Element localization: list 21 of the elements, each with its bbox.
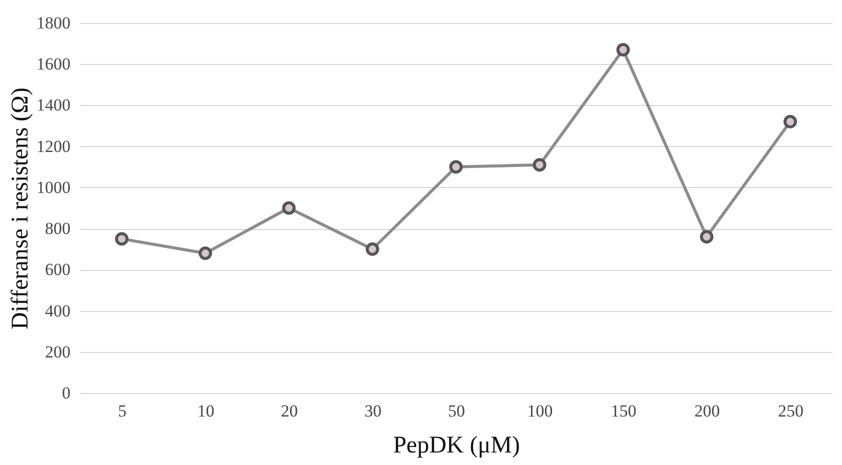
x-axis-title: PepDK (μM) (393, 432, 520, 458)
y-tick-label: 1000 (36, 178, 70, 197)
y-tick-label: 1200 (36, 136, 70, 156)
y-tick-label: 1400 (36, 96, 70, 115)
y-tick-label: 1600 (36, 54, 70, 74)
y-tick-label: 600 (45, 260, 70, 280)
x-tick-label: 50 (448, 402, 465, 420)
x-tick-label: 10 (197, 402, 214, 420)
y-tick-label: 400 (45, 301, 70, 320)
x-tick-label: 200 (694, 402, 720, 420)
x-tick-label: 150 (610, 402, 636, 420)
x-tick-label: 250 (778, 402, 804, 420)
x-tick-label: 30 (364, 402, 382, 420)
x-tick-label: 5 (118, 402, 127, 420)
y-tick-label: 1800 (36, 14, 70, 32)
y-axis-title: Differanse i resistens (Ω) (8, 88, 34, 330)
x-tick-label: 100 (527, 402, 553, 420)
x-tick-label: 20 (280, 402, 298, 420)
y-tick-label: 800 (45, 219, 70, 238)
y-tick-label: 200 (45, 342, 70, 362)
y-tick-label: 0 (62, 384, 70, 402)
